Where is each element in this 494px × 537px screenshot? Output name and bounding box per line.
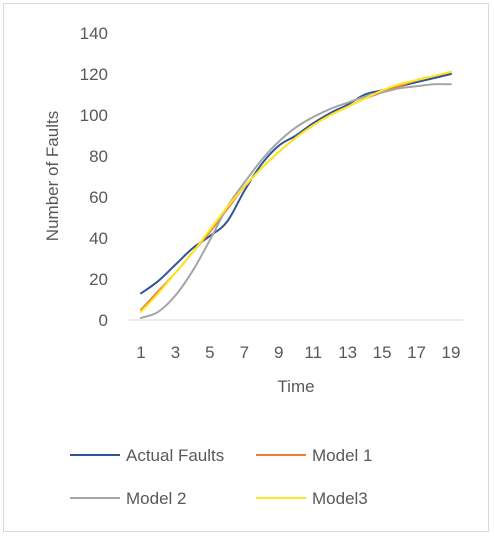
series-lines xyxy=(140,70,452,319)
legend-label-model3: Model3 xyxy=(312,489,368,508)
x-tick-label: 5 xyxy=(205,343,214,362)
series-line-actual-faults xyxy=(140,73,452,295)
x-tick-label: 11 xyxy=(304,343,322,362)
x-tick-label: 17 xyxy=(407,343,426,362)
series-line-model-1 xyxy=(140,70,452,311)
y-tick-label: 100 xyxy=(80,106,108,125)
x-tick-label: 1 xyxy=(136,343,145,362)
x-tick-label: 9 xyxy=(274,343,283,362)
legend-label-model-2: Model 2 xyxy=(126,489,186,508)
x-axis-ticks: 1 3 5 7 9 11 13 15 17 19 xyxy=(136,343,460,362)
series-line-model3 xyxy=(140,70,452,313)
y-tick-label: 80 xyxy=(89,147,108,166)
x-tick-label: 7 xyxy=(240,343,249,362)
x-tick-label: 3 xyxy=(171,343,180,362)
x-tick-label: 13 xyxy=(338,343,357,362)
x-axis-title: Time xyxy=(277,377,314,396)
legend-label-model-1: Model 1 xyxy=(312,446,372,465)
y-tick-label: 60 xyxy=(89,188,108,207)
chart-frame xyxy=(3,3,489,532)
y-tick-label: 40 xyxy=(89,229,108,248)
legend-label-actual-faults: Actual Faults xyxy=(126,446,224,465)
series-line-model-2 xyxy=(140,83,452,319)
y-tick-label: 0 xyxy=(99,311,108,330)
x-tick-label: 19 xyxy=(442,343,461,362)
y-tick-label: 20 xyxy=(89,270,108,289)
y-tick-label: 140 xyxy=(80,24,108,43)
y-axis-ticks: 0 20 40 60 80 100 120 140 xyxy=(80,24,108,330)
y-axis-title: Number of Faults xyxy=(43,111,62,241)
y-tick-label: 120 xyxy=(80,65,108,84)
legend: Actual Faults Model 1 Model 2 Model3 xyxy=(70,446,372,508)
x-tick-label: 15 xyxy=(373,343,392,362)
